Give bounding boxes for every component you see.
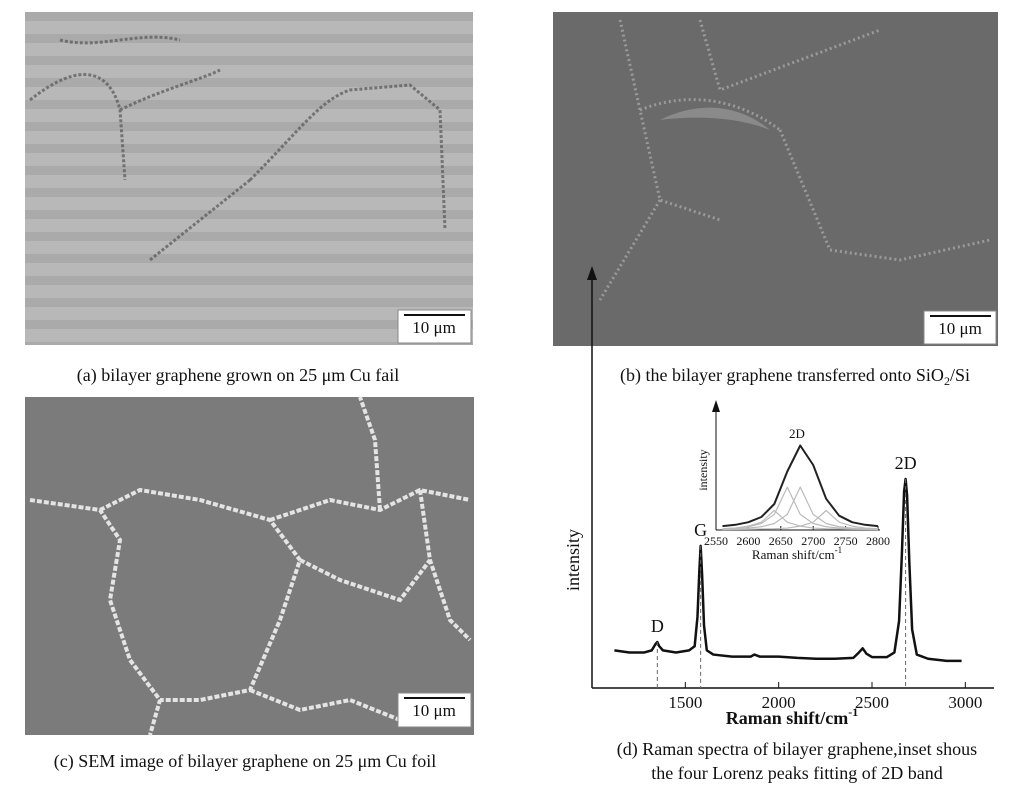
caption-c: (c) SEM image of bilayer graphene on 25 … (54, 751, 437, 772)
x-tick-label: 2000 (762, 693, 796, 712)
caption-b-text: (b) the bilayer graphene transferred ont… (620, 365, 944, 386)
x-tick-label: 3000 (948, 693, 982, 712)
micrograph-c: 10 μm (25, 397, 474, 735)
scale-bar-label: 10 μm (938, 319, 982, 338)
x-tick-label: 2550 (704, 534, 728, 548)
x-tick-label: 2600 (736, 534, 760, 548)
peak-label: 2D (895, 453, 917, 473)
x-tick-label: 2750 (834, 534, 858, 548)
inset-x-label: Raman shift/cm-1 (752, 545, 842, 562)
x-tick-label: 2650 (769, 534, 793, 548)
figure: 10 μm (a) bilayer graphene grown on 25 μ… (0, 0, 1021, 788)
scale-bar-label: 10 μm (412, 318, 456, 337)
inset-x-label-text: Raman shift/cm (752, 547, 835, 562)
x-tick-label: 1500 (668, 693, 702, 712)
caption-a: (a) bilayer graphene grown on 25 μm Cu f… (77, 365, 400, 386)
inset-y-label: intensity (696, 449, 710, 490)
caption-d: the four Lorenz peaks fitting of 2D band (651, 763, 942, 783)
inset-title: 2D (789, 426, 805, 441)
y-axis-label: intensity (563, 529, 583, 591)
caption-d: (d) Raman spectra of bilayer graphene,in… (617, 739, 977, 760)
x-tick-label: 2500 (855, 693, 889, 712)
micrograph-a: 10 μm (25, 12, 473, 345)
peak-label: D (651, 616, 664, 636)
x-tick-label: 2800 (866, 534, 890, 548)
caption-b: (b) the bilayer graphene transferred ont… (620, 365, 970, 388)
scale-bar-label: 10 μm (412, 701, 456, 720)
x-tick-label: 2700 (801, 534, 825, 548)
caption-b-text: /Si (950, 365, 970, 385)
series-line (614, 479, 961, 661)
micrograph-b: 10 μm (553, 12, 998, 346)
